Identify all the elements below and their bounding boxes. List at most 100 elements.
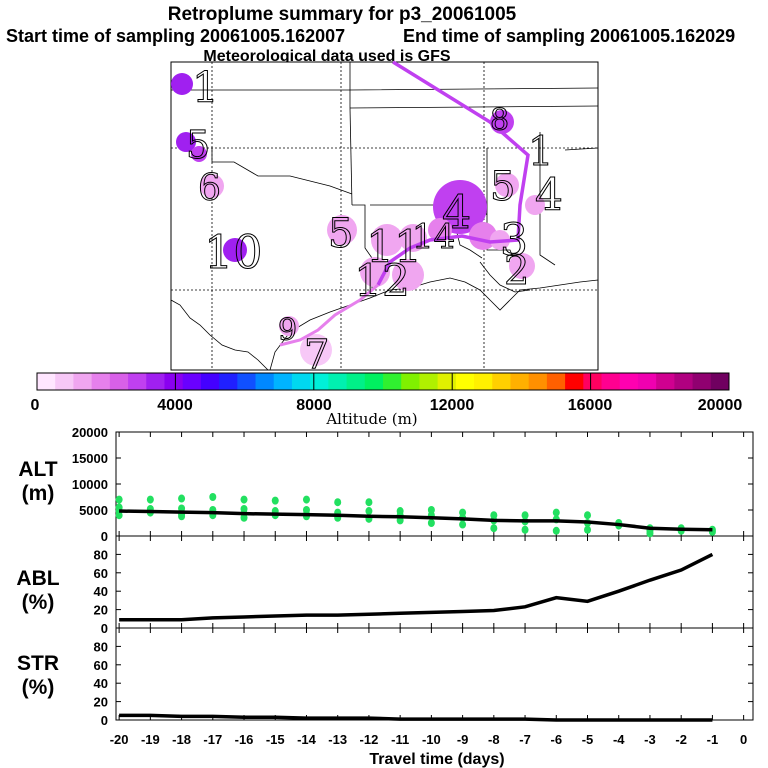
colorbar-swatch	[656, 373, 675, 390]
str-panel-frame	[115, 627, 754, 721]
alt-unit: (m)	[22, 482, 55, 505]
colorbar-swatch	[455, 373, 475, 390]
alt-panel-frame	[115, 431, 754, 537]
colorbar-swatch	[146, 373, 165, 390]
x-ticks: -20 -19 -18 -17 -16 -15 -14 -13 -12 -11 -10 -9 -8 -7-…	[110, 432, 747, 747]
plume-bubble	[300, 334, 332, 366]
day-labels: 1 5 6 10 5 11 12 4 5 4 3 2 9 7 8 14 1	[186, 63, 564, 379]
colorbar-swatch	[510, 373, 530, 390]
day-label: 4	[442, 185, 471, 239]
colorbar-swatch	[109, 373, 129, 390]
day-label: 2	[504, 248, 529, 294]
colorbar-swatch	[37, 373, 56, 390]
alt-marks	[115, 493, 716, 538]
x-tick-label: -16	[235, 732, 254, 747]
colorbar-swatch	[692, 373, 712, 390]
colorbar-tick: 16000	[568, 397, 613, 414]
colorbar-label: Altitude (m)	[325, 410, 417, 428]
plume-bubble	[200, 174, 224, 198]
day-label: 5	[328, 211, 353, 257]
colorbar-swatch	[128, 373, 147, 390]
colorbar-swatch	[619, 373, 639, 390]
x-tick-label: -18	[172, 732, 191, 747]
abl-y-tick-label: 0	[101, 621, 108, 636]
plume-bubble	[279, 316, 299, 336]
day-label: 6	[198, 168, 221, 209]
x-tick-label: -5	[582, 732, 594, 747]
str-unit: (%)	[22, 676, 55, 699]
colorbar-swatch	[73, 373, 93, 390]
colorbar-swatch	[492, 373, 511, 390]
x-tick-label: -11	[391, 732, 409, 747]
x-tick-label: -20	[110, 732, 129, 747]
plume-centroid-path-south	[279, 283, 379, 347]
alt-series-line	[119, 509, 713, 532]
colorbar-swatch	[674, 373, 694, 390]
day-label: 11	[366, 222, 422, 273]
colorbar-swatch	[565, 373, 584, 390]
colorbar-swatch	[528, 373, 548, 390]
x-tick-label: -8	[488, 732, 500, 747]
x-tick-label: -6	[550, 732, 562, 747]
colorbar-swatch	[91, 373, 111, 390]
colorbar-swatch	[710, 373, 730, 390]
colorbar-swatch	[419, 373, 439, 390]
alt-scatter-point	[365, 498, 373, 507]
alt-scatter-point	[521, 511, 529, 520]
x-tick-label: -12	[360, 732, 379, 747]
alt-scatter-point	[209, 493, 217, 501]
alt-scatter-point	[552, 508, 560, 517]
abl-panel-frame	[115, 535, 754, 629]
x-tick-label: -1	[707, 732, 719, 747]
str-y-tick-label: 80	[94, 639, 108, 654]
x-tick-label: -14	[297, 732, 317, 747]
day-label: 1	[192, 63, 219, 112]
plume-bubble	[495, 173, 519, 197]
colorbar-swatch	[200, 373, 220, 390]
colorbar-swatch	[255, 373, 275, 390]
colorbar-swatch	[383, 373, 402, 390]
day-label: 5	[186, 123, 210, 167]
abl-y-tick-label: 20	[94, 603, 108, 618]
x-tick-label: -2	[675, 732, 687, 747]
colorbar-tick: 0	[31, 397, 40, 414]
str-y-tick-label: 60	[94, 658, 108, 673]
day-label: 5	[490, 164, 515, 210]
colorbar-swatch	[55, 373, 74, 390]
day-label: 8	[490, 103, 509, 138]
alt-scatter-point	[490, 524, 498, 533]
alt-scatter-point	[240, 495, 248, 504]
colorbar-swatch	[346, 373, 366, 390]
colorbar-swatch	[328, 373, 348, 390]
alt-scatter-point	[271, 496, 279, 505]
alt-scatter-point	[584, 525, 592, 534]
alt-label: ALT	[18, 458, 57, 481]
abl-y-tick-label: 40	[94, 584, 108, 599]
end-time: End time of sampling 20061005.162029	[403, 26, 735, 46]
plume-bubble	[171, 73, 193, 95]
plume-bubble	[223, 238, 247, 262]
alt-scatter-point	[552, 526, 560, 535]
colorbar-swatch	[401, 373, 420, 390]
map: 1 5 6 10 5 11 12 4 5 4 3 2 9 7 8 14 1	[170, 60, 599, 379]
alt-scatter-point	[334, 498, 342, 507]
plume-bubble	[191, 146, 207, 162]
colorbar-swatch	[637, 373, 657, 390]
alt-y-tick-label: 15000	[72, 451, 108, 466]
x-tick-label: -19	[141, 732, 160, 747]
plume-bubble	[428, 218, 452, 242]
alt-scatter-point	[427, 519, 435, 527]
plume-bubble	[509, 253, 535, 279]
x-tick-label: -9	[457, 732, 469, 747]
chart-title: Retroplume summary for p3_20061005	[168, 4, 517, 25]
abl-y-ticks: 0 20 40 60 80	[94, 547, 753, 636]
x-tick-label: -7	[519, 732, 531, 747]
abl-y-tick-label: 60	[94, 566, 108, 581]
abl-marks	[119, 552, 714, 622]
colorbar-tick: 8000	[296, 397, 332, 414]
colorbar-swatch	[601, 373, 621, 390]
str-series-line	[119, 713, 713, 722]
day-label: 3	[500, 215, 528, 266]
x-tick-label: -4	[613, 732, 625, 747]
